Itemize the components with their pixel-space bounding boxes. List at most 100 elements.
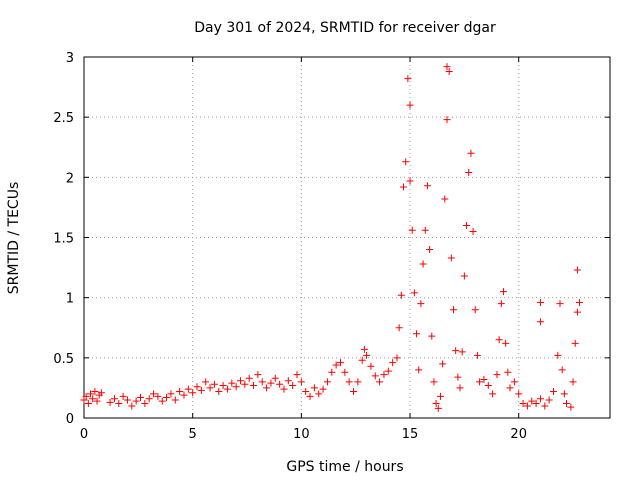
data-point xyxy=(363,351,371,359)
data-point xyxy=(558,366,566,374)
data-point xyxy=(560,390,568,398)
data-point xyxy=(454,373,462,381)
data-point xyxy=(426,246,434,254)
data-point xyxy=(515,390,523,398)
data-point xyxy=(523,402,531,410)
data-point xyxy=(467,149,475,157)
data-point xyxy=(393,354,401,362)
data-point xyxy=(184,385,192,393)
data-point xyxy=(436,392,444,400)
data-point xyxy=(573,266,581,274)
data-point xyxy=(328,368,336,376)
data-point xyxy=(532,400,540,408)
data-point xyxy=(380,371,388,379)
data-point xyxy=(406,177,414,185)
data-point xyxy=(447,254,455,262)
data-point xyxy=(432,400,440,408)
data-point xyxy=(228,379,236,387)
data-point xyxy=(463,221,471,229)
data-point xyxy=(471,306,479,314)
y-tick-label: 1.5 xyxy=(53,232,74,247)
data-point xyxy=(499,288,507,296)
data-point xyxy=(489,390,497,398)
data-point xyxy=(476,378,484,386)
data-point xyxy=(163,394,171,402)
data-point xyxy=(241,380,249,388)
data-point xyxy=(93,397,101,405)
data-point xyxy=(441,195,449,203)
data-point xyxy=(154,392,162,400)
data-point xyxy=(91,388,99,396)
data-point xyxy=(171,396,179,404)
data-point xyxy=(443,63,451,71)
data-point xyxy=(132,397,140,405)
data-point xyxy=(421,226,429,234)
data-point xyxy=(430,378,438,386)
data-point xyxy=(469,227,477,235)
data-point xyxy=(176,388,184,396)
data-point xyxy=(413,330,421,338)
data-point xyxy=(315,390,323,398)
data-point xyxy=(389,359,397,367)
data-point xyxy=(276,380,284,388)
data-point xyxy=(297,378,305,386)
data-point xyxy=(284,377,292,385)
data-point xyxy=(345,378,353,386)
data-point xyxy=(536,318,544,326)
data-point xyxy=(495,336,503,344)
x-axis-label: GPS time / hours xyxy=(286,459,403,475)
data-point xyxy=(358,356,366,364)
data-point xyxy=(189,389,197,397)
data-point xyxy=(280,385,288,393)
data-point xyxy=(549,388,557,396)
data-point xyxy=(528,397,536,405)
data-points xyxy=(80,63,584,412)
data-point xyxy=(302,388,310,396)
data-point xyxy=(97,389,105,397)
data-point xyxy=(367,362,375,370)
data-point xyxy=(504,368,512,376)
data-point xyxy=(434,404,442,412)
data-point xyxy=(519,400,527,408)
data-point xyxy=(569,378,577,386)
data-point xyxy=(480,375,488,383)
data-point xyxy=(80,396,88,404)
data-point xyxy=(180,391,188,399)
data-point xyxy=(397,291,405,299)
data-point xyxy=(395,324,403,332)
x-tick-label: 10 xyxy=(293,427,310,442)
data-point xyxy=(128,402,136,410)
chart-title: Day 301 of 2024, SRMTID for receiver dga… xyxy=(194,20,496,36)
data-point xyxy=(271,374,279,382)
data-point xyxy=(536,395,544,403)
data-point xyxy=(536,298,544,306)
data-point xyxy=(465,169,473,177)
data-point xyxy=(158,397,166,405)
data-point xyxy=(289,382,297,390)
data-point xyxy=(556,300,564,308)
data-point xyxy=(293,371,301,379)
data-point xyxy=(267,379,275,387)
data-point xyxy=(245,374,253,382)
data-point xyxy=(450,306,458,314)
data-point xyxy=(110,395,118,403)
data-point xyxy=(502,339,510,347)
data-point xyxy=(428,332,436,340)
data-point xyxy=(82,392,90,400)
data-point xyxy=(402,158,410,166)
data-point xyxy=(215,388,223,396)
data-point xyxy=(417,300,425,308)
y-tick-label: 1 xyxy=(66,292,74,307)
data-point xyxy=(141,400,149,408)
data-point xyxy=(219,382,227,390)
data-point xyxy=(439,360,447,368)
data-point xyxy=(400,183,408,191)
data-point xyxy=(484,382,492,390)
x-tick-label: 20 xyxy=(510,427,527,442)
data-point xyxy=(360,345,368,353)
data-point xyxy=(460,272,468,280)
grid xyxy=(84,57,610,418)
plot-frame xyxy=(83,56,611,419)
data-point xyxy=(452,347,460,355)
